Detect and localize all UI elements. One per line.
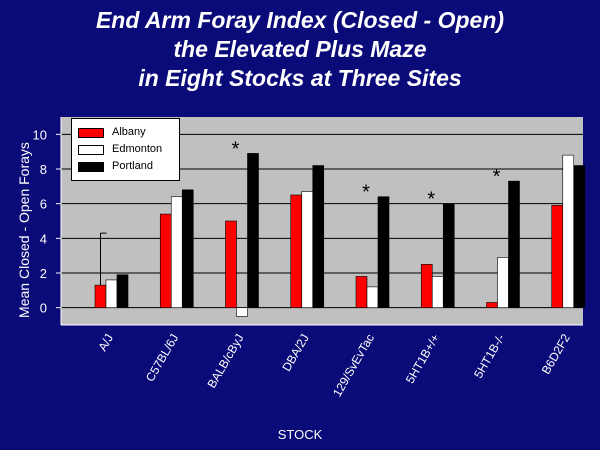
bar-c57bl-6j-edmonton <box>170 196 183 308</box>
legend-swatch-portland <box>78 162 104 172</box>
bar-a-j-albany <box>94 284 107 308</box>
y-tick-label-2: 2 <box>40 266 47 281</box>
x-tick-label-129-svevtac: 129/SvEvTac <box>330 332 377 400</box>
bar-c57bl-6j-albany <box>159 213 172 308</box>
bar-129-svevtac-edmonton <box>366 286 379 308</box>
y-tick-label-10: 10 <box>33 127 47 142</box>
bar-dba-2j-edmonton <box>301 191 314 308</box>
significance-marker-129-svevtac: * <box>362 182 370 204</box>
legend-swatch-edmonton <box>78 145 104 155</box>
chart-title-line-2: the Elevated Plus Maze <box>173 36 427 62</box>
bar-dba-2j-portland <box>312 165 325 308</box>
bar-b6d2f2-portland <box>573 165 586 308</box>
significance-marker-balb-cbyj: * <box>232 138 240 160</box>
x-axis-label: STOCK <box>277 427 323 442</box>
x-tick-label-b6d2f2: B6D2F2 <box>539 331 573 376</box>
y-tick-label-6: 6 <box>40 197 47 212</box>
bar-c57bl-6j-portland <box>181 189 194 308</box>
y-axis-label: Mean Closed - Open Forays <box>16 142 32 318</box>
chart-title-line-3: in Eight Stocks at Three Sites <box>138 65 462 91</box>
bar-dba-2j-albany <box>290 194 303 308</box>
bar-129-svevtac-albany <box>355 276 368 308</box>
x-tick-label-dba-2j: DBA/2J <box>279 332 311 374</box>
x-tick-label-a-j: A/J <box>95 332 116 354</box>
chart-title: End Arm Foray Index (Closed - Open) the … <box>0 6 600 93</box>
chart-title-line-1: End Arm Foray Index (Closed - Open) <box>95 7 505 33</box>
y-tick-label-0: 0 <box>40 301 47 316</box>
bar-b6d2f2-edmonton <box>562 154 575 308</box>
x-tick-label-5ht1b: 5HT1B-/- <box>471 332 507 381</box>
bar-5ht1b-portland <box>508 180 520 308</box>
legend-label-edmonton: Edmonton <box>112 143 163 155</box>
legend-swatch-albany <box>78 128 104 138</box>
bar-5ht1b-albany <box>486 302 498 308</box>
legend-label-albany: Albany <box>112 126 146 138</box>
significance-marker-5ht1b: * <box>427 189 435 211</box>
bar-balb-cbyj-edmonton <box>236 307 248 317</box>
bar-5ht1b-albany <box>420 264 433 308</box>
bar-5ht1b-portland <box>442 203 455 308</box>
bar-5ht1b-edmonton <box>431 276 444 308</box>
legend: Albany Edmonton Portland <box>71 118 180 181</box>
x-tick-label-5ht1b: 5HT1B+/+ <box>403 332 442 386</box>
bar-a-j-portland <box>116 274 129 308</box>
bar-balb-cbyj-portland <box>247 153 259 308</box>
x-tick-label-balb-cbyj: BALB/cByJ <box>204 332 246 391</box>
bar-129-svevtac-portland <box>377 196 390 308</box>
bar-5ht1b-edmonton <box>497 257 509 308</box>
legend-label-portland: Portland <box>112 160 153 172</box>
y-tick-label-8: 8 <box>40 162 47 177</box>
y-tick-label-4: 4 <box>40 231 47 246</box>
x-tick-label-c57bl-6j: C57BL/6J <box>143 332 181 385</box>
bar-a-j-edmonton <box>105 279 118 308</box>
bar-b6d2f2-albany <box>551 205 564 308</box>
bar-balb-cbyj-albany <box>225 220 237 308</box>
significance-marker-5ht1b: * <box>493 166 501 188</box>
